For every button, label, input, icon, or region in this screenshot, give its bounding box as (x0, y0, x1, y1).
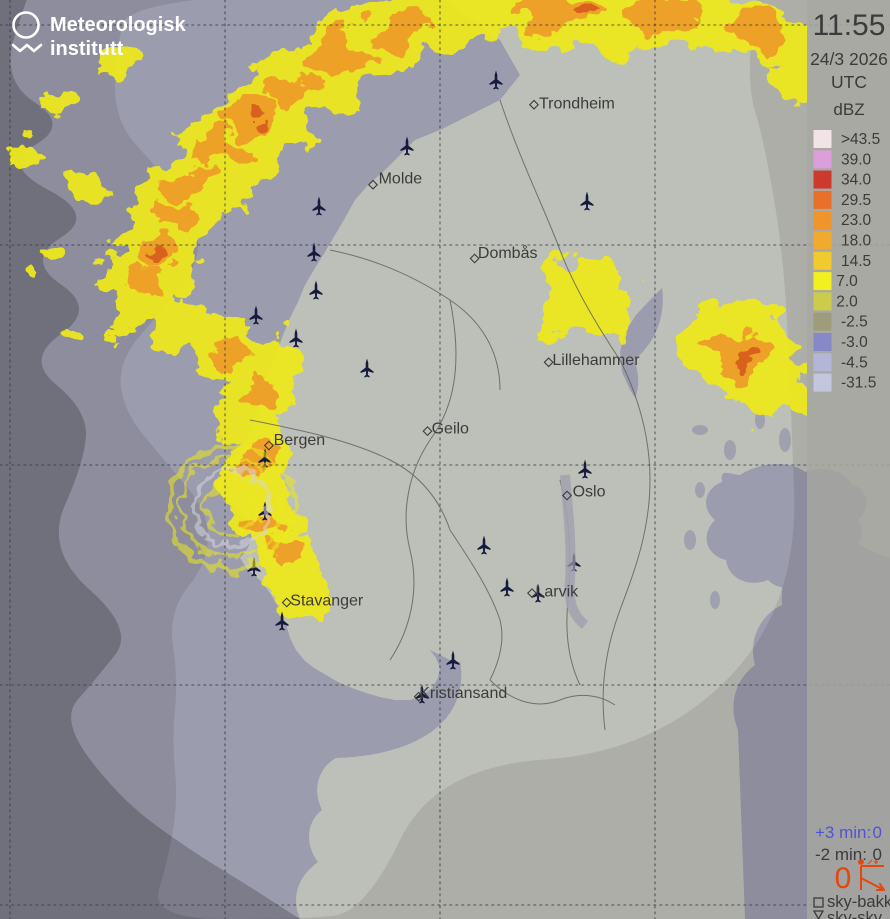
svg-text:7.0: 7.0 (836, 273, 858, 290)
svg-text:24/3 2026: 24/3 2026 (810, 49, 888, 69)
svg-text:11:55: 11:55 (813, 9, 886, 42)
svg-text:Dombås: Dombås (478, 244, 538, 262)
svg-text:sky-sky: sky-sky (827, 909, 883, 919)
svg-text:-31.5: -31.5 (841, 375, 876, 392)
svg-text:>43.5: >43.5 (841, 131, 880, 148)
svg-text:29.5: 29.5 (841, 192, 871, 209)
svg-text:34.0: 34.0 (841, 172, 872, 189)
svg-text:institutt: institutt (50, 38, 124, 60)
svg-text:Lillehammer: Lillehammer (552, 352, 640, 369)
svg-text:2.0: 2.0 (836, 293, 858, 310)
svg-text:Geilo: Geilo (432, 420, 469, 437)
svg-text:+3 min:: +3 min: (815, 823, 871, 842)
svg-text:-2.5: -2.5 (841, 314, 868, 331)
svg-text:Meteorologisk: Meteorologisk (50, 14, 186, 36)
svg-text:dBZ: dBZ (833, 100, 864, 119)
svg-text:0: 0 (873, 845, 882, 864)
svg-text:14.5: 14.5 (841, 253, 871, 270)
svg-text:0: 0 (873, 823, 882, 842)
svg-text:Trondheim: Trondheim (539, 96, 615, 113)
svg-text:Kristiansand: Kristiansand (419, 685, 507, 702)
svg-text:UTC: UTC (831, 72, 867, 92)
svg-text:Bergen: Bergen (274, 432, 326, 449)
svg-text:Oslo: Oslo (573, 483, 606, 500)
svg-text:-3.0: -3.0 (841, 334, 868, 351)
svg-text:Stavanger: Stavanger (290, 593, 364, 610)
svg-text:Larvik: Larvik (536, 583, 580, 600)
svg-text:Molde: Molde (379, 171, 423, 188)
svg-text:-4.5: -4.5 (841, 354, 868, 371)
svg-text:23.0: 23.0 (841, 212, 872, 229)
svg-text:39.0: 39.0 (841, 151, 872, 168)
svg-text:0: 0 (835, 862, 852, 895)
svg-text:18.0: 18.0 (841, 233, 872, 250)
